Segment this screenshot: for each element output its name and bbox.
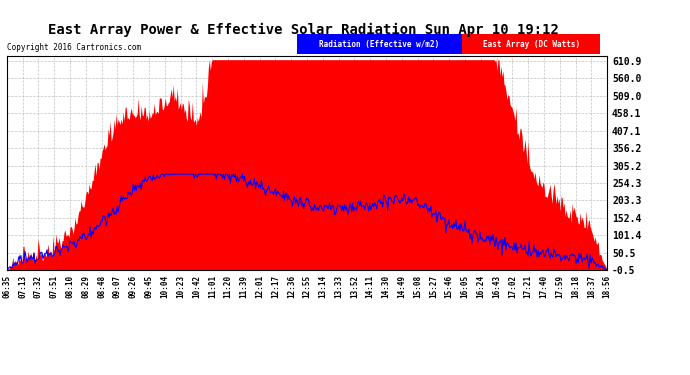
Text: Copyright 2016 Cartronics.com: Copyright 2016 Cartronics.com [7, 44, 141, 52]
Text: East Array (DC Watts): East Array (DC Watts) [483, 40, 580, 49]
Text: East Array Power & Effective Solar Radiation Sun Apr 10 19:12: East Array Power & Effective Solar Radia… [48, 22, 559, 37]
Text: Radiation (Effective w/m2): Radiation (Effective w/m2) [319, 40, 440, 49]
